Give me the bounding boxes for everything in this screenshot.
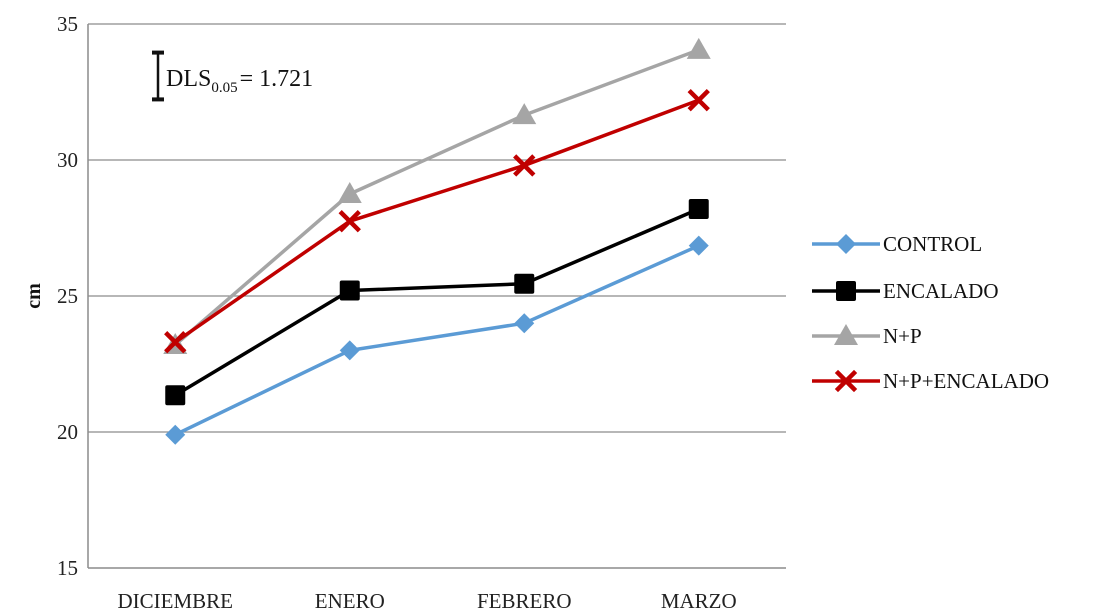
data-point xyxy=(165,424,186,445)
y-axis-label: cm xyxy=(23,283,45,309)
legend-item: ENCALADO xyxy=(812,279,999,303)
data-point xyxy=(514,313,535,334)
x-tick-label: DICIEMBRE xyxy=(118,589,234,613)
legend-label: N+P xyxy=(883,324,922,348)
data-point xyxy=(512,103,537,125)
legend-item: N+P+ENCALADO xyxy=(812,369,1049,393)
data-point xyxy=(514,273,535,294)
data-point xyxy=(339,280,360,301)
series-n-plus-p-plus-encalado xyxy=(164,88,710,354)
dls-annotation: DLS0.05= 1.721 xyxy=(152,50,313,102)
legend-marker xyxy=(836,281,856,301)
series-line xyxy=(174,98,700,344)
series-control xyxy=(165,235,709,445)
data-point xyxy=(688,235,709,256)
y-tick-label: 15 xyxy=(57,556,78,580)
legend-marker xyxy=(834,369,858,393)
x-tick-label: FEBRERO xyxy=(477,589,572,613)
data-point xyxy=(687,88,710,112)
x-tick-label: ENERO xyxy=(315,589,385,613)
y-tick-label: 20 xyxy=(57,420,78,444)
y-tick-labels: 15 20 25 30 35 xyxy=(57,12,78,580)
y-tick-label: 30 xyxy=(57,148,78,172)
data-point xyxy=(165,385,186,406)
series-line xyxy=(174,48,700,347)
series-group xyxy=(163,37,711,445)
legend: CONTROL ENCALADO N+P N+P+ENCALADO xyxy=(812,232,1049,393)
y-tick-label: 35 xyxy=(57,12,78,36)
series-line xyxy=(174,207,700,397)
legend-label: N+P+ENCALADO xyxy=(883,369,1049,393)
data-point xyxy=(339,340,360,361)
axes xyxy=(87,24,786,569)
legend-marker xyxy=(834,324,858,345)
data-point xyxy=(686,37,711,59)
x-tick-labels: DICIEMBRE ENERO FEBRERO MARZO xyxy=(118,589,737,613)
series-line xyxy=(174,244,700,437)
legend-item: N+P xyxy=(812,324,922,348)
legend-label: CONTROL xyxy=(883,232,982,256)
y-tick-label: 25 xyxy=(57,284,78,308)
data-point xyxy=(513,154,536,177)
series-n-plus-p xyxy=(163,37,711,354)
legend-item: CONTROL xyxy=(812,232,982,256)
data-point xyxy=(337,182,362,203)
dls-label: DLS0.05= 1.721 xyxy=(166,66,313,96)
data-point xyxy=(338,210,361,233)
data-point xyxy=(688,198,709,219)
series-encalado xyxy=(165,198,709,406)
data-point xyxy=(164,331,187,354)
legend-marker xyxy=(836,234,856,254)
legend-label: ENCALADO xyxy=(883,279,999,303)
gridlines xyxy=(88,23,786,433)
x-tick-label: MARZO xyxy=(661,589,737,613)
